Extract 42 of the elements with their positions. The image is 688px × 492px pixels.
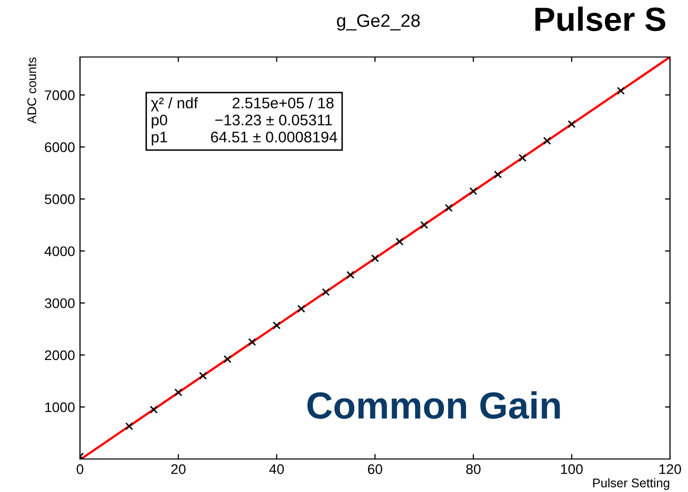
point bbox=[469, 187, 478, 196]
point bbox=[444, 204, 453, 212]
annotation: χ² / ndf 2.515e+05 / 18 bbox=[150, 97, 334, 112]
x-tick-label: 40 bbox=[269, 464, 284, 474]
point bbox=[616, 86, 625, 95]
x-axis-title: Pulser Setting bbox=[593, 478, 670, 490]
point bbox=[543, 136, 552, 145]
point bbox=[272, 321, 281, 330]
point bbox=[150, 406, 158, 414]
chart-title: g_Ge2_28 bbox=[336, 14, 420, 31]
point bbox=[297, 304, 306, 313]
point bbox=[248, 338, 256, 346]
point bbox=[494, 170, 502, 178]
point bbox=[396, 238, 404, 246]
y-tick-label: 2000 bbox=[44, 350, 75, 360]
point bbox=[125, 422, 134, 430]
x-tick-label: 20 bbox=[171, 464, 186, 474]
y-tick-label: 1000 bbox=[45, 402, 75, 412]
y-tick-label: 3000 bbox=[44, 298, 75, 308]
y-tick-label: 7000 bbox=[44, 90, 75, 100]
annotation: p0 −13.23 ± 0.05311 bbox=[152, 114, 332, 128]
point bbox=[371, 254, 379, 262]
point bbox=[224, 355, 232, 364]
annotation: Common Gain bbox=[307, 391, 560, 419]
chart-subtitle: Pulser S bbox=[535, 6, 666, 32]
point bbox=[346, 270, 354, 279]
x-tick-label: 100 bbox=[561, 464, 583, 474]
x-tick-label: 120 bbox=[659, 464, 682, 474]
annotation: p1 64.51 ± 0.0008194 bbox=[152, 132, 338, 146]
point bbox=[174, 388, 182, 396]
x-tick-label: 60 bbox=[368, 464, 382, 474]
point bbox=[198, 372, 207, 380]
point bbox=[322, 288, 330, 296]
y-axis-title: ADC counts bbox=[27, 57, 36, 124]
point bbox=[568, 120, 576, 128]
x-tick-label: 0 bbox=[76, 464, 84, 474]
point bbox=[518, 154, 526, 162]
y-tick-label: 4000 bbox=[44, 246, 75, 256]
point bbox=[420, 221, 428, 229]
x-tick-label: 80 bbox=[466, 464, 481, 474]
y-tick-label: 6000 bbox=[44, 142, 75, 152]
y-tick-label: 5000 bbox=[44, 194, 75, 204]
